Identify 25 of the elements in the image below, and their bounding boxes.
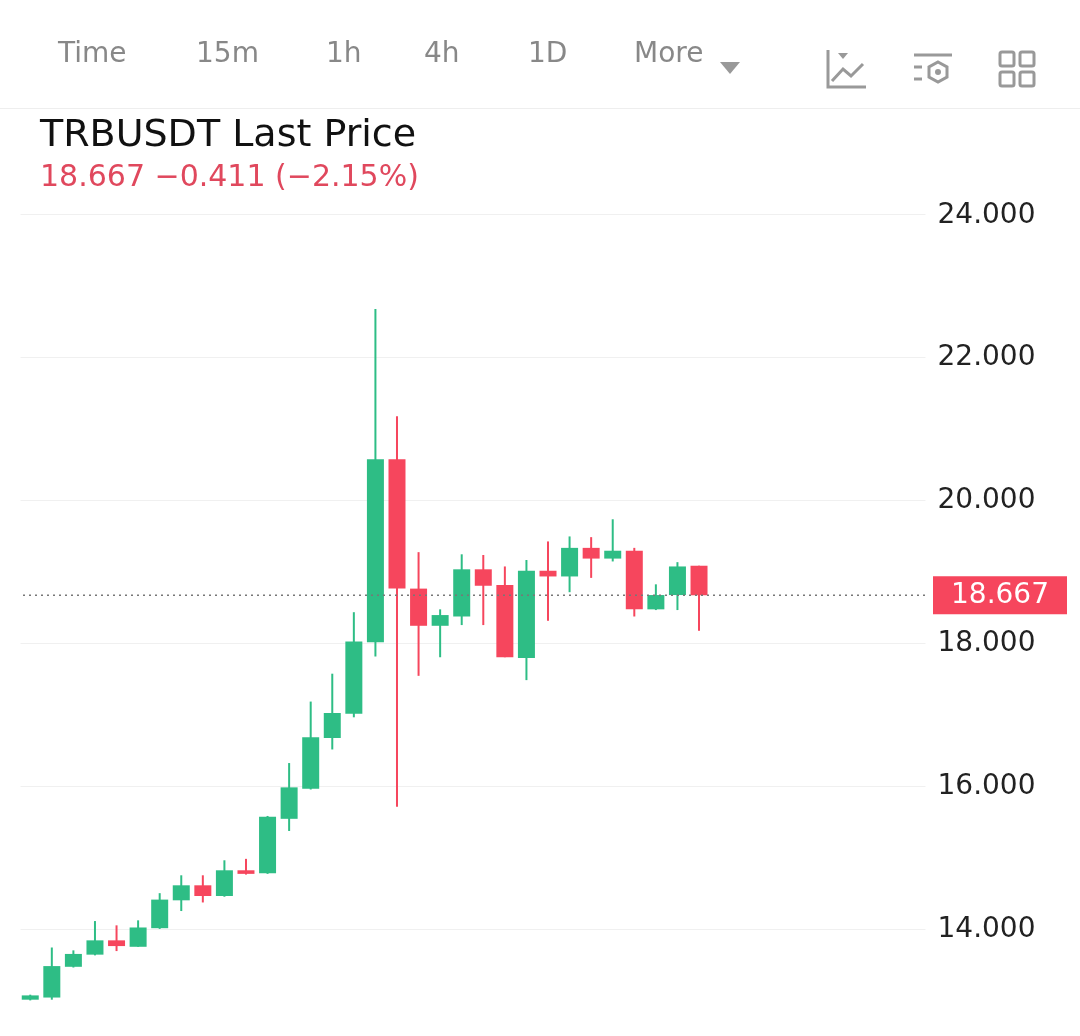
candlestick (474, 554, 492, 627)
y-tick-label: 18.000 (937, 625, 1036, 659)
candlestick (172, 874, 190, 913)
candlestick (129, 919, 147, 948)
y-tick-label: 22.000 (937, 339, 1036, 373)
text: 1h (326, 35, 362, 69)
chart-title: TRBUSDT Last Price (39, 111, 417, 155)
candlestick (431, 608, 449, 659)
y-tick-label: 20.000 (937, 482, 1036, 516)
candlestick (86, 920, 104, 957)
candlestick (604, 518, 622, 563)
candlestick (582, 536, 600, 579)
ref-line-label: 18.667 (951, 577, 1049, 611)
y-tick-label: 14.000 (937, 911, 1036, 945)
text: Time (58, 35, 127, 69)
text: 1D (528, 35, 568, 69)
y-tick-label: 16.000 (937, 768, 1036, 802)
y-tick-label: 24.000 (937, 196, 1036, 230)
candlestick (108, 924, 126, 953)
candlestick (194, 874, 212, 904)
text: More (634, 35, 704, 69)
text: 15m (196, 35, 259, 69)
candlestick (647, 583, 665, 612)
chart-subtitle: 18.667 −0.411 (−2.15%) (40, 158, 419, 193)
text: 4h (424, 35, 460, 69)
